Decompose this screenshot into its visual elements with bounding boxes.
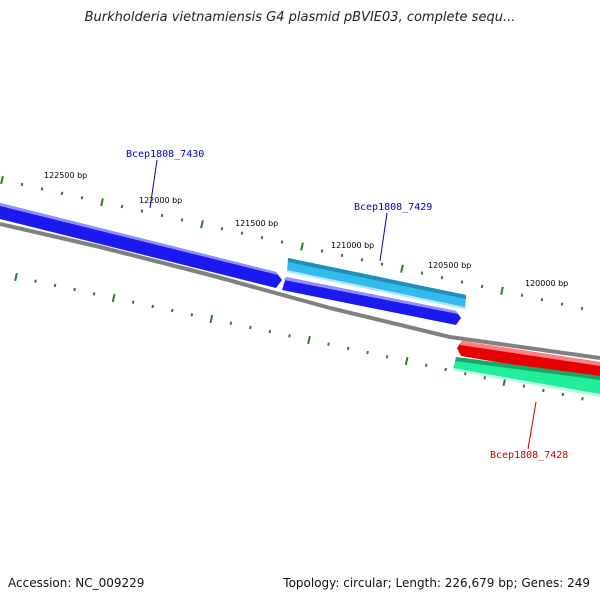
outer-scale-minor-tick: [360, 258, 364, 262]
outer-scale-minor-tick: [80, 196, 84, 200]
inner-scale-minor-tick: [581, 397, 584, 401]
outer-scale-minor-tick: [420, 271, 424, 275]
accession-text: Accession: NC_009229: [8, 576, 145, 590]
outer-scale-minor-tick: [220, 227, 224, 231]
outer-scale-major-tick: [300, 242, 304, 251]
inner-scale-major-tick: [307, 335, 311, 345]
inner-scale-major-tick: [209, 314, 214, 324]
inner-scale-minor-tick: [444, 367, 447, 372]
gene-label-7428[interactable]: Bcep1808_7428: [490, 450, 568, 461]
inner-scale-minor-tick: [542, 388, 545, 393]
outer-scale-major-tick: [200, 220, 204, 229]
inner-scale-minor-tick: [171, 308, 174, 313]
outer-scale-minor-tick: [40, 187, 44, 191]
gene-green-strand[interactable]: [453, 357, 600, 397]
outer-scale-minor-tick: [440, 275, 444, 280]
outer-scale-major-tick: [500, 286, 504, 295]
outer-scale-minor-tick: [580, 306, 584, 311]
leader-line-7428: [527, 401, 537, 450]
inner-scale-minor-tick: [190, 313, 194, 317]
inner-scale-major-tick: [404, 356, 409, 366]
inner-scale-minor-tick: [522, 384, 526, 388]
inner-scale-minor-tick: [268, 329, 272, 334]
outer-scale-minor-tick: [240, 231, 244, 235]
inner-tick-scale: [14, 272, 584, 401]
outer-scale-minor-tick: [280, 240, 284, 244]
inner-scale-major-tick: [14, 272, 18, 282]
outer-scale-minor-tick: [560, 302, 564, 306]
leader-line-7430: [149, 159, 158, 209]
inner-scale-minor-tick: [131, 300, 135, 304]
inner-scale-minor-tick: [346, 346, 350, 351]
inner-scale-minor-tick: [464, 371, 467, 376]
outer-scale-minor-tick: [480, 284, 484, 289]
map-title: Burkholderia vietnamiensis G4 plasmid pB…: [84, 10, 516, 25]
inner-scale-minor-tick: [561, 392, 565, 397]
tick-label-120000: 120000 bp: [525, 279, 568, 288]
gene-label-7430[interactable]: Bcep1808_7430: [126, 149, 204, 160]
outer-scale-minor-tick: [160, 213, 164, 218]
outer-scale-minor-tick: [60, 191, 64, 195]
gene-bcep1808-7428[interactable]: [457, 341, 600, 380]
summary-text: Topology: circular; Length: 226,679 bp; …: [283, 576, 590, 590]
outer-scale-minor-tick: [340, 253, 344, 258]
inner-scale-minor-tick: [366, 350, 369, 355]
outer-scale-minor-tick: [120, 204, 124, 209]
inner-scale-minor-tick: [73, 287, 76, 292]
outer-scale-minor-tick: [380, 262, 384, 266]
outer-scale-minor-tick: [20, 182, 24, 187]
outer-scale-minor-tick: [540, 298, 544, 302]
outer-scale-minor-tick: [520, 293, 524, 297]
gene-label-7429[interactable]: Bcep1808_7429: [354, 202, 432, 213]
inner-scale-minor-tick: [385, 355, 389, 359]
backbone-line: [0, 222, 600, 360]
outer-scale-major-tick: [0, 175, 4, 185]
inner-scale-minor-tick: [288, 334, 291, 338]
outer-tick-scale: [0, 175, 584, 311]
outer-scale-minor-tick: [320, 249, 324, 253]
tick-label-122500: 122500 bp: [44, 171, 87, 180]
tick-label-120500: 120500 bp: [428, 261, 471, 270]
inner-scale-minor-tick: [327, 342, 330, 346]
inner-scale-minor-tick: [229, 321, 233, 325]
tick-label-121500: 121500 bp: [235, 219, 278, 228]
leader-line-7429: [379, 212, 388, 262]
gene-bcep1808-7429[interactable]: [287, 258, 466, 309]
tick-label-122000: 122000 bp: [139, 196, 182, 205]
inner-scale-minor-tick: [483, 376, 487, 380]
outer-scale-minor-tick: [260, 235, 264, 240]
inner-scale-minor-tick: [249, 325, 252, 330]
inner-scale-minor-tick: [424, 363, 428, 367]
inner-scale-minor-tick: [53, 283, 57, 288]
gene-bcep1808-7430[interactable]: [0, 203, 461, 325]
inner-scale-minor-tick: [92, 292, 96, 296]
outer-scale-major-tick: [100, 198, 104, 207]
outer-scale-minor-tick: [460, 280, 464, 284]
outer-scale-major-tick: [400, 264, 404, 273]
tick-label-121000: 121000 bp: [331, 241, 374, 250]
outer-scale-minor-tick: [180, 218, 184, 222]
inner-scale-minor-tick: [34, 279, 37, 283]
inner-scale-major-tick: [111, 293, 116, 303]
inner-scale-minor-tick: [151, 304, 154, 309]
outer-scale-minor-tick: [140, 209, 144, 213]
